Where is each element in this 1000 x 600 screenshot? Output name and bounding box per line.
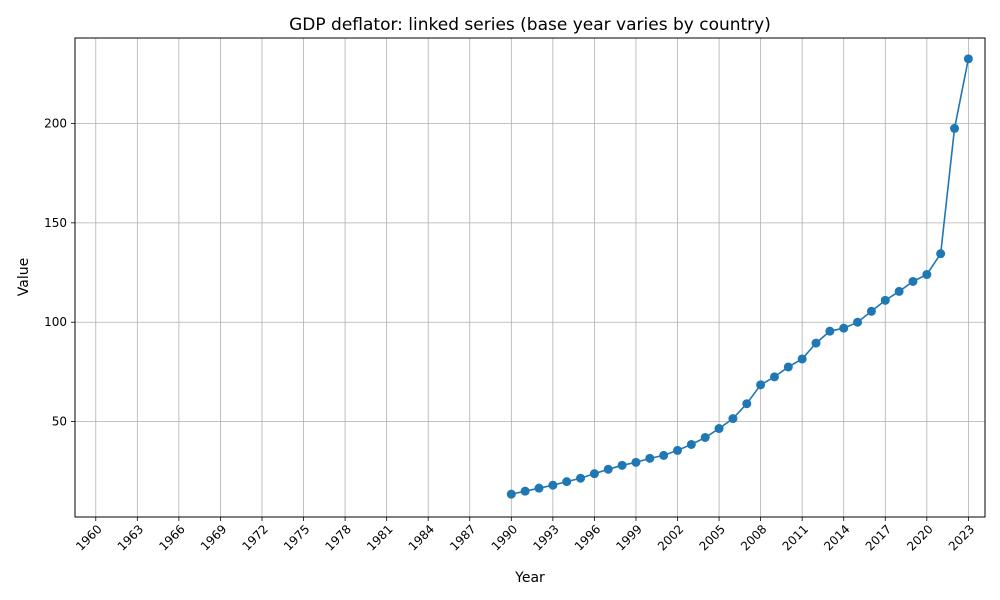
- data-point: [922, 270, 932, 280]
- data-point: [728, 414, 738, 424]
- data-point: [936, 249, 946, 259]
- data-point: [617, 460, 627, 470]
- data-point: [742, 399, 752, 409]
- data-point: [589, 469, 599, 479]
- data-point: [963, 54, 973, 64]
- data-point: [756, 380, 766, 390]
- y-tick-label: 50: [52, 415, 67, 429]
- y-tick-label: 150: [44, 216, 67, 230]
- data-point: [603, 464, 613, 474]
- data-point: [506, 489, 516, 499]
- data-point: [811, 338, 821, 348]
- data-point: [659, 450, 669, 460]
- series-gdp-deflator: [506, 54, 973, 499]
- data-point: [673, 445, 683, 455]
- y-tick-label: 200: [44, 116, 67, 130]
- data-point: [783, 362, 793, 372]
- data-point: [631, 457, 641, 467]
- data-point: [520, 486, 530, 496]
- data-point: [576, 473, 586, 483]
- data-point: [880, 295, 890, 305]
- grid-lines: [75, 38, 985, 517]
- data-point: [839, 323, 849, 333]
- series-line: [511, 58, 970, 495]
- data-point: [534, 483, 544, 493]
- data-point: [645, 453, 655, 463]
- data-point: [825, 326, 835, 336]
- y-axis: 50 100 150 200: [44, 116, 75, 429]
- data-point: [950, 123, 960, 133]
- data-point: [908, 276, 918, 286]
- data-point: [714, 424, 724, 434]
- data-point: [853, 317, 863, 327]
- data-point: [562, 477, 572, 487]
- data-point: [894, 286, 904, 296]
- data-point: [686, 439, 696, 449]
- plot-area-frame: [74, 37, 986, 518]
- data-point: [866, 306, 876, 316]
- data-point: [548, 480, 558, 490]
- data-point: [769, 372, 779, 382]
- y-axis-label: Value: [16, 258, 32, 296]
- data-point: [797, 354, 807, 364]
- chart-title: GDP deflator: linked series (base year v…: [289, 15, 771, 35]
- x-axis-label: Year: [514, 570, 545, 586]
- y-tick-label: 100: [44, 315, 67, 329]
- data-point: [700, 432, 710, 442]
